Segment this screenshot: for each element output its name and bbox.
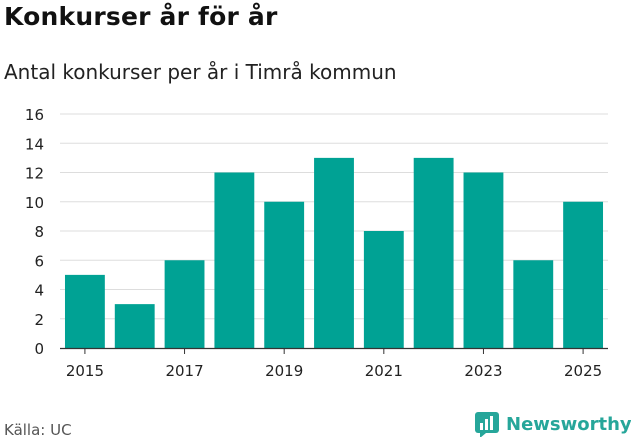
bar: [114, 304, 155, 348]
bar: [513, 260, 554, 348]
bar: [363, 231, 404, 348]
x-tick-label: 2019: [265, 362, 303, 380]
brand-name: Newsworthy: [506, 413, 631, 435]
bar: [563, 201, 604, 348]
bar: [64, 274, 105, 348]
y-tick-label: 4: [34, 282, 44, 300]
x-tick-label: 2025: [564, 362, 602, 380]
source-note: Källa: UC: [4, 421, 72, 439]
y-tick-label: 16: [25, 106, 44, 124]
bar: [413, 157, 454, 348]
bar: [214, 172, 255, 348]
x-tick-label: 2021: [365, 362, 403, 380]
bar: [314, 157, 354, 348]
brand-logo: Newsworthy: [474, 410, 631, 438]
bar: [164, 260, 205, 348]
y-tick-label: 2: [34, 311, 44, 329]
x-tick-label: 2017: [165, 362, 203, 380]
x-tick-label: 2015: [66, 362, 104, 380]
chart-title: Konkurser år för år: [4, 2, 278, 31]
chart-subtitle: Antal konkurser per år i Timrå kommun: [4, 60, 397, 84]
y-tick-label: 12: [25, 165, 44, 183]
newsworthy-logo-icon: [475, 412, 499, 437]
bar: [264, 201, 305, 348]
y-tick-label: 6: [34, 252, 44, 270]
y-tick-label: 10: [25, 194, 44, 212]
bar-chart: 0 2 4 6 8 10 12 14 16 2015 2017 2019 2021 2023 2025: [25, 106, 608, 380]
x-tick-label: 2023: [464, 362, 502, 380]
bar: [463, 172, 504, 348]
y-tick-label: 8: [34, 223, 44, 241]
y-tick-label: 14: [25, 135, 44, 153]
y-tick-label: 0: [34, 340, 44, 358]
